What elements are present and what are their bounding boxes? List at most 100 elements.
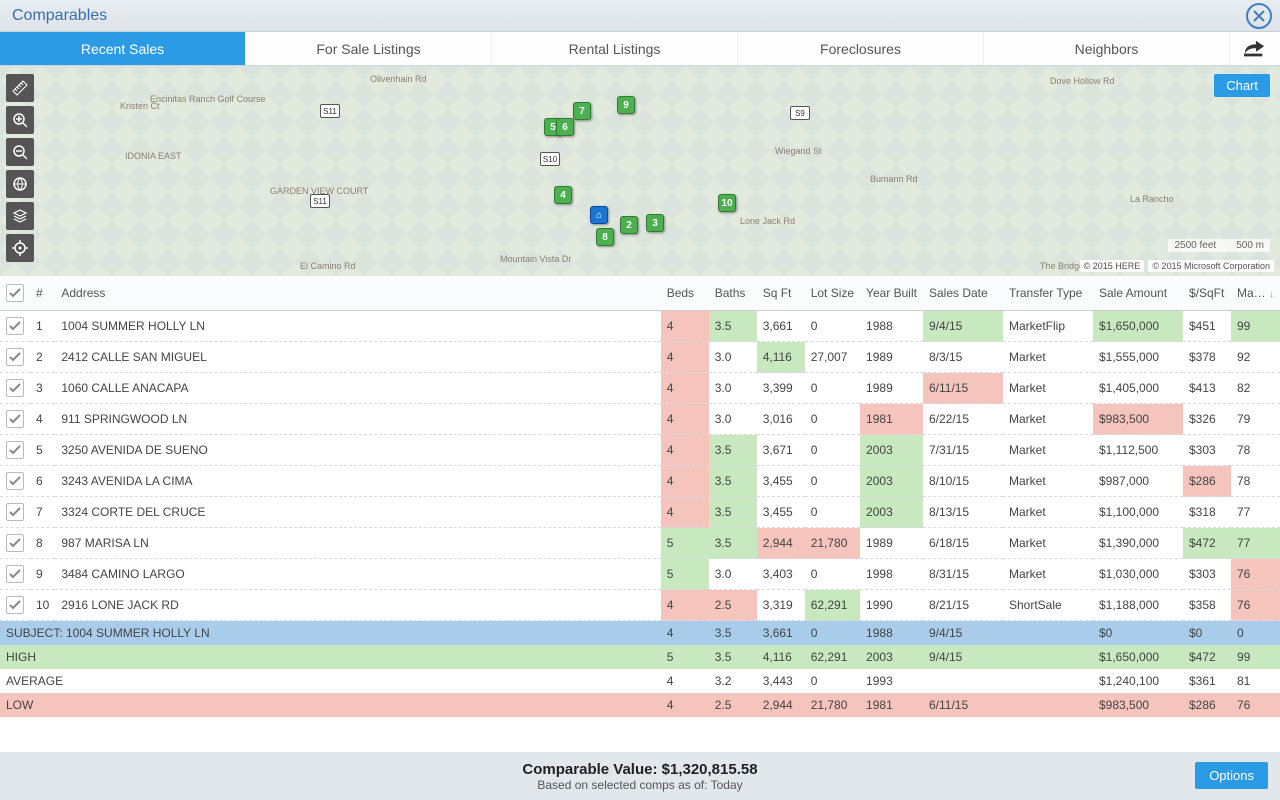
cell-lot: 0 bbox=[805, 466, 860, 497]
map-marker[interactable]: 4 bbox=[554, 186, 572, 204]
table-row[interactable]: 53250 AVENIDA DE SUENO43.53,671020037/31… bbox=[0, 435, 1280, 466]
table-row[interactable]: 73324 CORTE DEL CRUCE43.53,455020038/13/… bbox=[0, 497, 1280, 528]
check-icon bbox=[9, 288, 21, 298]
map-tool-layers[interactable] bbox=[6, 202, 34, 230]
cell-amount: $1,112,500 bbox=[1093, 435, 1183, 466]
cell-baths: 3.0 bbox=[709, 404, 757, 435]
col-header-ma[interactable]: Ma… ↓ bbox=[1231, 276, 1280, 311]
cell-lot: 0 bbox=[805, 373, 860, 404]
target-icon bbox=[12, 240, 28, 256]
map-marker[interactable]: 10 bbox=[718, 194, 736, 212]
cell-amount: $1,405,000 bbox=[1093, 373, 1183, 404]
col-header-check[interactable] bbox=[0, 276, 30, 311]
map-marker[interactable]: 6 bbox=[556, 118, 574, 136]
table-row[interactable]: 4911 SPRINGWOOD LN43.03,016019816/22/15M… bbox=[0, 404, 1280, 435]
cell-baths: 3.0 bbox=[709, 342, 757, 373]
tab-rental[interactable]: Rental Listings bbox=[492, 32, 738, 65]
table-row[interactable]: 63243 AVENIDA LA CIMA43.53,455020038/10/… bbox=[0, 466, 1280, 497]
tab-for-sale[interactable]: For Sale Listings bbox=[246, 32, 492, 65]
cell-lot: 0 bbox=[805, 497, 860, 528]
map-marker[interactable]: 9 bbox=[617, 96, 635, 114]
row-checkbox[interactable] bbox=[6, 379, 24, 397]
col-header-beds[interactable]: Beds bbox=[661, 276, 709, 311]
tab-neighbors[interactable]: Neighbors bbox=[984, 32, 1230, 65]
cell-yearbuilt: 2003 bbox=[860, 466, 923, 497]
cell-baths: 3.0 bbox=[709, 559, 757, 590]
cell-num: 4 bbox=[30, 404, 55, 435]
title-bar: Comparables bbox=[0, 0, 1280, 32]
row-checkbox[interactable] bbox=[6, 503, 24, 521]
row-checkbox[interactable] bbox=[6, 410, 24, 428]
table-row[interactable]: 8987 MARISA LN53.52,94421,78019896/18/15… bbox=[0, 528, 1280, 559]
check-icon bbox=[9, 352, 21, 362]
tab-foreclosures[interactable]: Foreclosures bbox=[738, 32, 984, 65]
table-row[interactable]: 31060 CALLE ANACAPA43.03,399019896/11/15… bbox=[0, 373, 1280, 404]
col-header-address[interactable]: Address bbox=[55, 276, 660, 311]
cell-beds: 4 bbox=[661, 373, 709, 404]
col-header-yb[interactable]: Year Built bbox=[860, 276, 923, 311]
map-tool-measure[interactable] bbox=[6, 74, 34, 102]
table-row[interactable]: 11004 SUMMER HOLLY LN43.53,661019889/4/1… bbox=[0, 311, 1280, 342]
col-header-date[interactable]: Sales Date bbox=[923, 276, 1003, 311]
col-header-baths[interactable]: Baths bbox=[709, 276, 757, 311]
close-button[interactable] bbox=[1246, 3, 1272, 29]
map-marker[interactable]: 3 bbox=[646, 214, 664, 232]
row-checkbox[interactable] bbox=[6, 348, 24, 366]
map-label: IDONIA EAST bbox=[125, 151, 182, 161]
map-panel[interactable]: Encinitas Ranch Golf CourseOlivenhain Rd… bbox=[0, 66, 1280, 276]
checkbox-all[interactable] bbox=[6, 284, 24, 302]
cell-sqft: 3,399 bbox=[757, 373, 805, 404]
row-checkbox[interactable] bbox=[6, 472, 24, 490]
cell-transfertype: ShortSale bbox=[1003, 590, 1093, 621]
row-checkbox[interactable] bbox=[6, 596, 24, 614]
row-checkbox[interactable] bbox=[6, 441, 24, 459]
map-marker[interactable]: 7 bbox=[573, 102, 591, 120]
ruler-icon bbox=[12, 80, 28, 96]
cell-amount: $1,188,000 bbox=[1093, 590, 1183, 621]
layers-icon bbox=[12, 208, 28, 224]
cell-amount: $1,030,000 bbox=[1093, 559, 1183, 590]
cell-address: 3324 CORTE DEL CRUCE bbox=[55, 497, 660, 528]
map-marker-subject[interactable]: ⌂ bbox=[590, 206, 608, 224]
row-checkbox[interactable] bbox=[6, 534, 24, 552]
cell-yearbuilt: 1990 bbox=[860, 590, 923, 621]
col-header-tt[interactable]: Transfer Type bbox=[1003, 276, 1093, 311]
map-marker[interactable]: 2 bbox=[620, 216, 638, 234]
summary-label: LOW bbox=[0, 693, 661, 717]
cell-num: 7 bbox=[30, 497, 55, 528]
map-tool-zoom-out[interactable] bbox=[6, 138, 34, 166]
cell-date: 8/13/15 bbox=[923, 497, 1003, 528]
footer-value: Comparable Value: $1,320,815.58 Based on… bbox=[522, 761, 757, 792]
tab-recent-sales[interactable]: Recent Sales bbox=[0, 32, 246, 65]
cell-num: 2 bbox=[30, 342, 55, 373]
share-button[interactable] bbox=[1230, 32, 1280, 65]
cell-sqft: 4,116 bbox=[757, 342, 805, 373]
map-tool-zoom-in[interactable] bbox=[6, 106, 34, 134]
chart-button[interactable]: Chart bbox=[1214, 74, 1270, 97]
map-marker[interactable]: 8 bbox=[596, 228, 614, 246]
row-checkbox[interactable] bbox=[6, 317, 24, 335]
col-header-psf[interactable]: $/SqFt bbox=[1183, 276, 1231, 311]
cell-yearbuilt: 1989 bbox=[860, 528, 923, 559]
cell-date: 8/10/15 bbox=[923, 466, 1003, 497]
col-header-amt[interactable]: Sale Amount bbox=[1093, 276, 1183, 311]
cell-psf: $318 bbox=[1183, 497, 1231, 528]
map-label: Encinitas Ranch Golf Course bbox=[150, 94, 266, 104]
col-header-sqft[interactable]: Sq Ft bbox=[757, 276, 805, 311]
row-checkbox[interactable] bbox=[6, 565, 24, 583]
cell-match: 78 bbox=[1231, 466, 1280, 497]
table-container: # Address Beds Baths Sq Ft Lot Size Year… bbox=[0, 276, 1280, 752]
table-row[interactable]: 102916 LONE JACK RD42.53,31962,29119908/… bbox=[0, 590, 1280, 621]
map-label: La Rancho bbox=[1130, 194, 1174, 204]
map-tool-globe[interactable] bbox=[6, 170, 34, 198]
col-header-num[interactable]: # bbox=[30, 276, 55, 311]
highway-shield: S9 bbox=[790, 106, 810, 120]
check-icon bbox=[9, 383, 21, 393]
table-row[interactable]: 93484 CAMINO LARGO53.03,403019988/31/15M… bbox=[0, 559, 1280, 590]
cell-date: 8/3/15 bbox=[923, 342, 1003, 373]
options-button[interactable]: Options bbox=[1195, 762, 1268, 789]
map-tool-locate[interactable] bbox=[6, 234, 34, 262]
cell-lot: 27,007 bbox=[805, 342, 860, 373]
cell-address: 2916 LONE JACK RD bbox=[55, 590, 660, 621]
table-row[interactable]: 22412 CALLE SAN MIGUEL43.04,11627,007198… bbox=[0, 342, 1280, 373]
